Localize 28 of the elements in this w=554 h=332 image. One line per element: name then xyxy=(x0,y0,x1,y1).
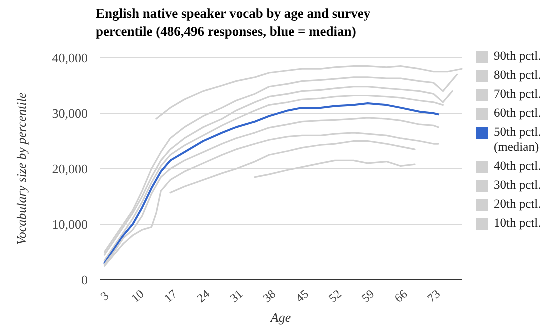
y-axis-title: Vocabulary size by percentile xyxy=(14,92,29,246)
legend-label: 60th pctl. xyxy=(494,106,542,120)
y-tick-label: 10,000 xyxy=(52,217,88,232)
x-tick-label: 45 xyxy=(293,286,312,306)
y-tick-label: 0 xyxy=(82,272,88,288)
legend-label: 20th pctl. xyxy=(494,197,542,211)
legend-label: 30th pctl. xyxy=(494,178,542,192)
x-tick-label: 59 xyxy=(359,286,378,306)
x-tick-label: 73 xyxy=(424,286,444,306)
legend-label: 10th pctl. xyxy=(494,216,542,230)
x-tick-label: 10 xyxy=(128,286,147,306)
y-tick-label: 40,000 xyxy=(52,50,88,66)
y-tick-label: 30,000 xyxy=(52,106,88,122)
x-axis-title: Age xyxy=(270,310,292,325)
x-tick-label: 3 xyxy=(98,288,112,304)
legend-label: 50th pctl. (median) xyxy=(494,125,542,154)
legend-label: 70th pctl. xyxy=(494,87,542,101)
x-tick-label: 52 xyxy=(326,286,344,306)
legend-label: 40th pctl. xyxy=(494,159,542,173)
x-tick-label: 24 xyxy=(194,286,213,306)
chart-title: English native speaker vocab by age and survey percentile (486,496 responses, blue = median) xyxy=(96,6,371,39)
legend-label: 90th pctl. xyxy=(494,49,542,63)
x-tick-label: 17 xyxy=(162,286,180,306)
x-tick-label: 66 xyxy=(392,286,410,306)
x-tick-label: 31 xyxy=(227,286,246,306)
x-tick-label: 38 xyxy=(260,286,278,306)
y-tick-label: 20,000 xyxy=(52,162,88,177)
legend-label: 80th pctl. xyxy=(494,68,542,82)
